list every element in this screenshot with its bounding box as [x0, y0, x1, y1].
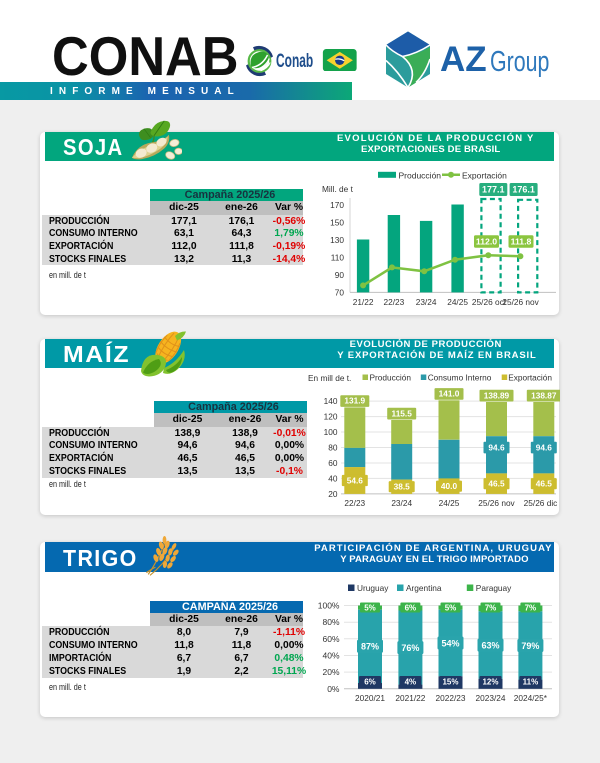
svg-text:6%: 6%: [364, 677, 376, 686]
svg-text:Mill. de t: Mill. de t: [322, 184, 354, 194]
svg-text:Exportación: Exportación: [462, 171, 507, 181]
svg-text:25/26 nov: 25/26 nov: [478, 498, 515, 508]
svg-text:15%: 15%: [442, 677, 458, 686]
svg-text:120: 120: [324, 412, 338, 422]
svg-text:138.87: 138.87: [531, 390, 557, 400]
svg-text:Paraguay: Paraguay: [476, 583, 512, 593]
svg-text:20%: 20%: [322, 667, 339, 677]
svg-text:12%: 12%: [482, 677, 498, 686]
svg-text:0%: 0%: [327, 684, 340, 694]
svg-text:54.6: 54.6: [347, 476, 364, 486]
svg-text:54%: 54%: [441, 638, 459, 648]
svg-text:Consumo Interno: Consumo Interno: [428, 373, 492, 383]
svg-text:63%: 63%: [481, 641, 499, 651]
svg-text:Uruguay: Uruguay: [357, 583, 389, 593]
svg-text:87%: 87%: [361, 642, 379, 652]
svg-text:Producción: Producción: [399, 171, 442, 181]
svg-text:2021/22: 2021/22: [395, 693, 425, 703]
svg-text:23/24: 23/24: [391, 498, 412, 508]
svg-text:AZ: AZ: [440, 40, 487, 79]
svg-text:4%: 4%: [405, 677, 417, 686]
svg-text:2023/24: 2023/24: [476, 693, 506, 703]
svg-text:22/23: 22/23: [344, 498, 365, 508]
svg-text:110: 110: [331, 253, 345, 263]
svg-text:24/25: 24/25: [439, 498, 460, 508]
svg-text:Exportación: Exportación: [508, 373, 552, 383]
svg-text:22/23: 22/23: [384, 297, 405, 307]
svg-text:150: 150: [330, 218, 344, 228]
svg-text:170: 170: [330, 200, 344, 210]
svg-text:En mill de t.: En mill de t.: [308, 373, 351, 383]
svg-text:40%: 40%: [322, 651, 339, 661]
svg-text:176.1: 176.1: [512, 185, 535, 195]
svg-text:46.5: 46.5: [488, 479, 505, 489]
svg-text:38.5: 38.5: [394, 482, 411, 492]
svg-text:111.8: 111.8: [511, 237, 532, 247]
svg-text:40.0: 40.0: [441, 481, 458, 491]
svg-text:138.89: 138.89: [484, 390, 510, 400]
svg-text:131.9: 131.9: [344, 396, 365, 406]
svg-text:Argentina: Argentina: [406, 583, 442, 593]
svg-text:25/26 oct: 25/26 oct: [472, 297, 507, 307]
svg-text:23/24: 23/24: [416, 297, 437, 307]
svg-text:5%: 5%: [445, 604, 457, 613]
svg-text:140: 140: [324, 396, 338, 406]
svg-text:112.0: 112.0: [476, 237, 497, 247]
svg-text:2020/21: 2020/21: [355, 693, 385, 703]
svg-text:7%: 7%: [485, 604, 497, 613]
svg-text:80: 80: [328, 443, 338, 453]
svg-text:20: 20: [328, 489, 338, 499]
svg-text:70: 70: [335, 287, 345, 297]
svg-text:94.6: 94.6: [488, 443, 505, 453]
svg-text:76%: 76%: [401, 643, 419, 653]
svg-text:40: 40: [328, 473, 338, 483]
svg-text:24/25: 24/25: [447, 297, 468, 307]
svg-text:11%: 11%: [523, 677, 539, 686]
svg-text:60%: 60%: [322, 634, 339, 644]
svg-text:79%: 79%: [521, 641, 539, 651]
svg-text:141.0: 141.0: [439, 389, 460, 399]
svg-text:177.1: 177.1: [482, 185, 505, 195]
svg-text:7%: 7%: [525, 604, 537, 613]
svg-text:Producción: Producción: [370, 373, 412, 383]
svg-text:100: 100: [324, 427, 338, 437]
svg-text:5%: 5%: [364, 604, 376, 613]
svg-text:130: 130: [330, 235, 344, 245]
svg-text:21/22: 21/22: [353, 297, 374, 307]
svg-text:6%: 6%: [405, 604, 417, 613]
svg-text:25/26 nov: 25/26 nov: [502, 297, 539, 307]
svg-text:115.5: 115.5: [392, 408, 413, 418]
svg-text:94.6: 94.6: [536, 443, 553, 453]
svg-text:2022/23: 2022/23: [436, 693, 466, 703]
svg-text:Group: Group: [490, 46, 549, 78]
svg-text:46.5: 46.5: [536, 479, 553, 489]
svg-text:60: 60: [328, 458, 338, 468]
svg-text:80%: 80%: [322, 617, 339, 627]
svg-text:100%: 100%: [318, 601, 340, 611]
svg-text:25/26 dic: 25/26 dic: [524, 498, 558, 508]
svg-text:2024/25*: 2024/25*: [514, 693, 548, 703]
svg-text:90: 90: [335, 270, 345, 280]
